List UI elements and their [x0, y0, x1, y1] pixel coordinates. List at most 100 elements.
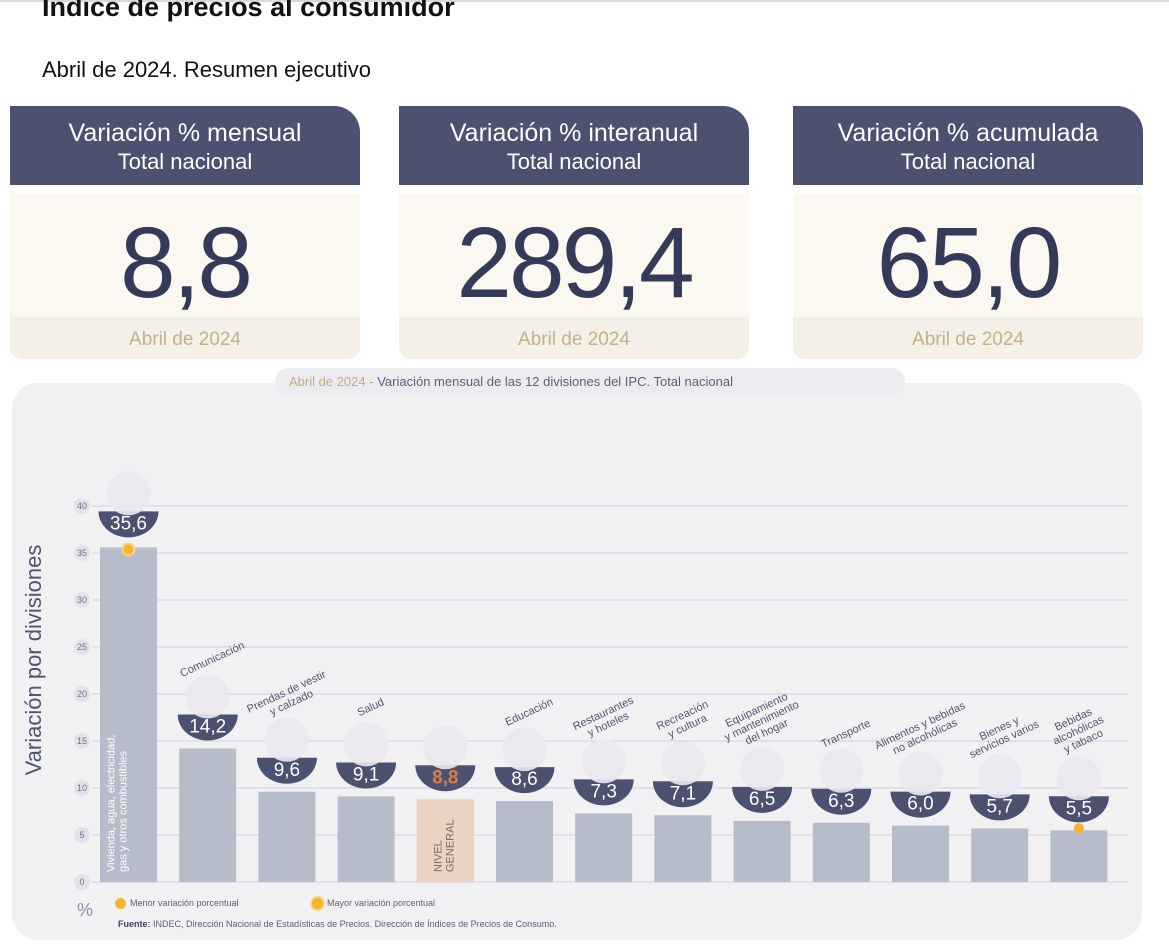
y-tick-badge — [74, 733, 90, 749]
y-tick-badge — [74, 498, 90, 514]
category-label-line: Comunicación — [178, 640, 246, 680]
washing-machine-icon — [740, 746, 785, 791]
y-axis-unit: % — [77, 900, 94, 920]
chart-title: Abril de 2024 - Variación mensual de las… — [275, 368, 905, 396]
legend-max: Mayor variación porcentual — [312, 898, 435, 910]
bar — [337, 796, 395, 882]
page-title: Índice de precios al consumidor — [42, 0, 455, 22]
y-tick-label: 35 — [77, 548, 87, 558]
phone-icon — [185, 674, 230, 719]
value-badge — [336, 762, 397, 789]
bar — [258, 791, 316, 882]
category-label-line: Vivienda, agua, electricidad, — [106, 735, 118, 872]
bar — [733, 820, 791, 882]
card-scope: Total nacional — [117, 149, 253, 174]
card-date: Abril de 2024 — [912, 329, 1024, 350]
value-label: 5,7 — [986, 796, 1012, 817]
card-title: Variación % mensual — [68, 119, 302, 147]
value-badge — [652, 781, 713, 808]
value-label: 9,6 — [274, 760, 300, 781]
value-label: 14,2 — [189, 717, 226, 738]
category-label-line: Educación — [503, 696, 555, 729]
card-monthly-variation: Variación % mensual Total nacional 8,8 A… — [10, 106, 360, 359]
y-tick-badge — [74, 686, 90, 702]
chart-title-text: Variación mensual de las 12 divisiones d… — [377, 374, 733, 389]
value-label: 6,0 — [907, 794, 933, 815]
house-utilities-icon — [106, 471, 151, 516]
page-subtitle: Abril de 2024. Resumen ejecutivo — [42, 57, 371, 82]
y-tick-label: 30 — [77, 595, 87, 605]
y-tick-badge — [74, 780, 90, 796]
y-tick-label: 0 — [79, 877, 84, 887]
book-icon — [502, 727, 547, 772]
value-badge — [732, 786, 793, 813]
card-header: Variación % acumulada Total nacional — [793, 106, 1143, 185]
card-title: Variación % interanual — [449, 119, 699, 147]
min-marker — [1073, 823, 1084, 834]
value-label: 7,1 — [670, 783, 696, 804]
y-tick-badge — [74, 545, 90, 561]
card-scope: Total nacional — [900, 149, 1036, 174]
y-tick-label: 25 — [77, 642, 87, 652]
y-tick-badge — [74, 639, 90, 655]
category-label: Educación — [503, 696, 555, 729]
value-label: 8,8 — [432, 767, 458, 788]
card-title: Variación % acumulada — [837, 119, 1099, 147]
shopping-basket-icon — [423, 725, 468, 770]
category-label: Comunicación — [178, 640, 246, 680]
card-value: 8,8 — [119, 207, 253, 319]
bar — [971, 828, 1029, 882]
wine-bottle-icon — [1056, 756, 1101, 801]
value-badge — [256, 757, 317, 784]
card-date: Abril de 2024 — [129, 329, 241, 350]
value-label: 35,6 — [110, 513, 147, 534]
y-tick-badge — [74, 592, 90, 608]
value-label: 9,1 — [353, 764, 379, 785]
source-note: Fuente: INDEC, Dirección Nacional de Est… — [118, 919, 557, 929]
y-tick-label: 20 — [77, 689, 87, 699]
value-label: 8,6 — [511, 769, 537, 790]
category-label-line: GENERAL — [444, 819, 456, 872]
min-marker-icon — [115, 898, 126, 910]
y-tick-badge — [74, 827, 90, 843]
value-label: 5,5 — [1066, 798, 1092, 819]
y-tick-label: 15 — [77, 736, 87, 746]
y-tick-label: 5 — [79, 830, 84, 840]
bar — [416, 799, 474, 882]
legend-min: Menor variación porcentual — [115, 898, 239, 910]
shirt-icon — [264, 717, 309, 762]
card-value: 65,0 — [876, 207, 1063, 319]
value-badge — [890, 791, 951, 818]
bar — [892, 825, 949, 882]
card-body: 65,0 Abril de 2024 — [793, 193, 1143, 359]
card-date: Abril de 2024 — [518, 329, 630, 350]
category-label-line: NIVEL — [432, 840, 444, 872]
category-label: Vivienda, agua, electricidad, gas y otros… — [106, 735, 130, 872]
category-label-line: Transporte — [820, 717, 873, 750]
value-badge — [969, 794, 1030, 821]
comb-scissors-icon — [977, 754, 1022, 799]
bar — [496, 801, 553, 882]
beach-umbrella-icon — [660, 741, 705, 786]
chart-title-date: Abril de 2024 — [289, 374, 366, 389]
category-label: Salud — [356, 696, 387, 719]
card-header: Variación % mensual Total nacional — [10, 106, 360, 185]
card-body: 289,4 Abril de 2024 — [399, 193, 749, 359]
value-label: 6,5 — [749, 789, 775, 810]
health-cross-icon — [344, 722, 389, 767]
category-label-line: Salud — [356, 696, 387, 719]
value-badge — [415, 765, 476, 792]
card-annual-variation: Variación % interanual Total nacional 28… — [399, 106, 749, 359]
groceries-icon — [898, 751, 943, 796]
plate-cutlery-icon — [581, 739, 626, 784]
category-label: NIVEL GENERAL — [432, 819, 456, 872]
value-badge — [177, 714, 238, 741]
y-tick-badge — [74, 874, 90, 890]
